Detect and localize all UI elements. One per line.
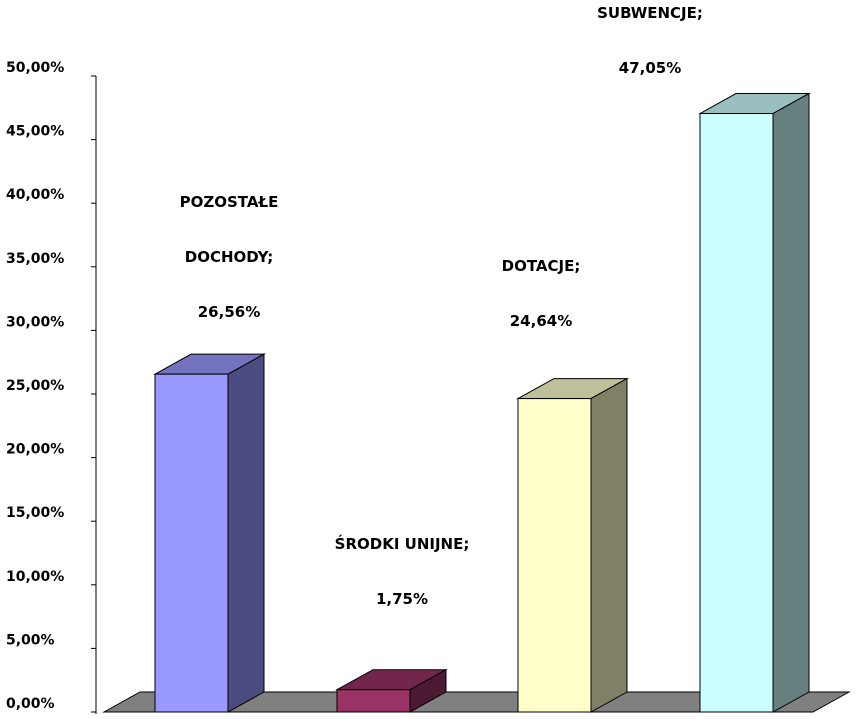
- y-tick-label: 10,00%: [6, 569, 64, 585]
- data-label: 26,56%: [198, 303, 260, 321]
- bar-side-face: [227, 353, 265, 713]
- bar-front-face: [154, 373, 229, 713]
- data-label: DOTACJE;: [502, 257, 581, 275]
- y-tick-label: 35,00%: [6, 251, 64, 267]
- y-tick-label: 50,00%: [6, 60, 64, 76]
- bar: [516, 377, 629, 713]
- y-tick-label: 40,00%: [6, 187, 64, 203]
- data-label: DOCHODY;: [185, 248, 273, 266]
- bar: [335, 668, 448, 713]
- bar: [153, 353, 266, 713]
- y-tick-label: 30,00%: [6, 314, 64, 330]
- data-label: 24,64%: [510, 312, 572, 330]
- y-tick-label: 15,00%: [6, 505, 64, 521]
- data-label: SUBWENCJE;: [597, 4, 703, 22]
- y-tick-label: 25,00%: [6, 378, 64, 394]
- bar-front-face: [517, 398, 592, 713]
- data-label: POZOSTAŁE: [180, 193, 279, 211]
- bar-front-face: [336, 689, 411, 713]
- bar-front-face: [699, 113, 774, 713]
- data-label: ŚRODKI UNIJNE;: [335, 534, 470, 553]
- y-tick-label: 45,00%: [6, 124, 64, 140]
- bar-side-face: [590, 377, 628, 713]
- data-label: 1,75%: [376, 590, 428, 608]
- bar-side-face: [772, 92, 810, 713]
- data-label: 47,05%: [619, 59, 681, 77]
- y-tick-label: 20,00%: [6, 442, 64, 458]
- y-tick-label: 0,00%: [6, 696, 55, 712]
- bar: [698, 92, 811, 713]
- y-tick-label: 5,00%: [6, 632, 55, 648]
